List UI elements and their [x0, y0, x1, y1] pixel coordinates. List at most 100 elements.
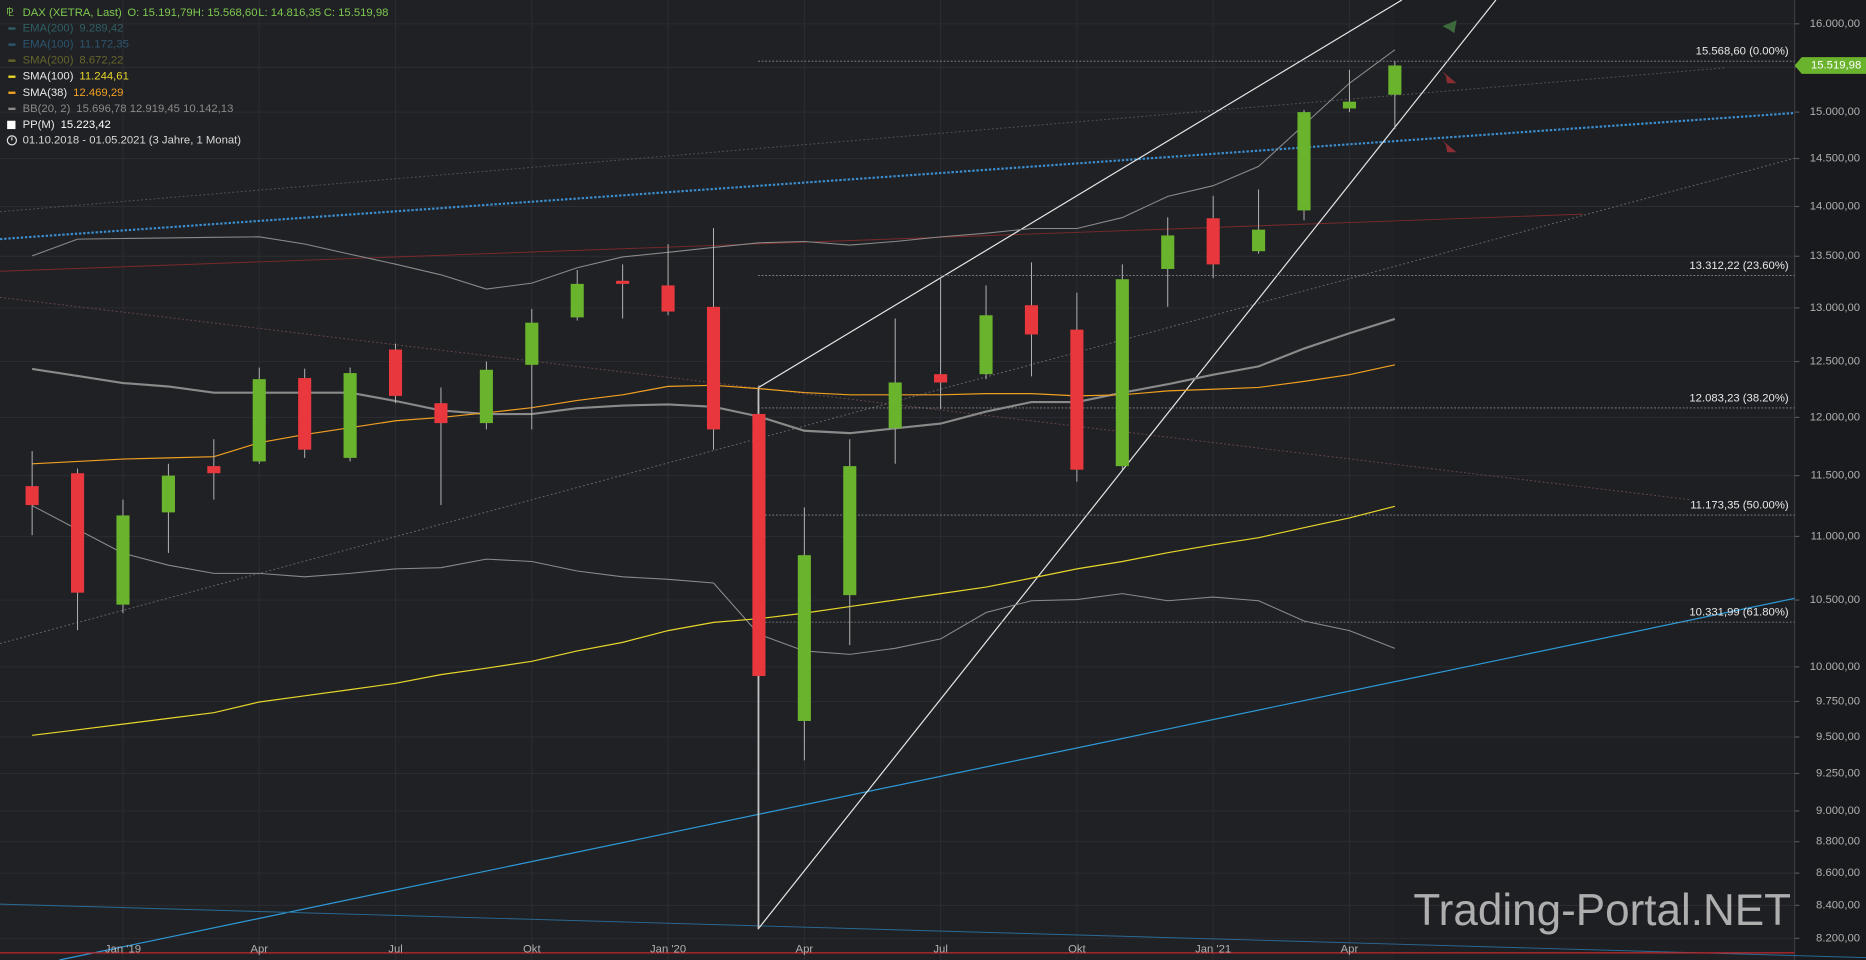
axes: 16.000,0015.500,0015.000,0014.500,0014.0…: [105, 18, 1866, 955]
y-tick-label: 11.500,00: [1811, 470, 1860, 482]
legend-name: EMA(200): [23, 23, 74, 35]
candle-body: [1115, 279, 1129, 467]
candle-body: [570, 283, 584, 318]
y-tick-label: 11.000,00: [1811, 530, 1860, 542]
x-tick-label: Apr: [1341, 943, 1359, 955]
candle-body: [525, 322, 539, 365]
y-tick-label: 10.000,00: [1810, 661, 1860, 673]
legend-swatch: [7, 120, 16, 130]
y-tick-label: 9.000,00: [1816, 805, 1860, 817]
trend-line: [59, 597, 1795, 960]
clock-icon: [6, 135, 18, 146]
legend-name: SMA(200): [23, 55, 74, 67]
y-tick-label: 12.500,00: [1810, 356, 1860, 368]
candle-body: [343, 373, 357, 458]
x-tick-label: Apr: [250, 943, 268, 955]
legend-name: BB(20, 2): [23, 103, 71, 115]
trend-line: [0, 903, 1866, 959]
trend-line: [0, 296, 1690, 501]
x-tick-label: Jan '20: [650, 943, 686, 955]
candle-body: [252, 379, 266, 462]
legend-value: 12.469,29: [73, 87, 123, 99]
y-tick-label: 14.500,00: [1810, 152, 1860, 164]
candle-body: [298, 378, 312, 450]
indicator-line: [32, 505, 1396, 736]
grid: [0, 0, 1795, 960]
y-tick-label: 10.500,00: [1810, 594, 1860, 606]
legend-value: 8.672,22: [79, 55, 123, 67]
candles: [25, 61, 1402, 929]
ohlc-close: C: 15.519,98: [324, 7, 389, 19]
candle-body: [1297, 112, 1311, 211]
x-tick-label: Jul: [388, 943, 402, 955]
x-tick-label: Jul: [933, 943, 947, 955]
y-tick-label: 8.600,00: [1816, 867, 1860, 879]
history-area: [0, 0, 1395, 960]
candle-body: [843, 466, 857, 596]
ohlc-high: H: 15.568,60: [193, 7, 258, 19]
x-tick-label: Okt: [1068, 943, 1086, 955]
legend-value: 11.172,35: [79, 39, 128, 51]
y-tick-label: 15.000,00: [1810, 106, 1860, 118]
ohlc-open: O: 15.191,79: [127, 7, 192, 19]
y-tick-label: 8.800,00: [1816, 836, 1860, 848]
fib-label: 13.312,22 (23.60%): [1689, 260, 1788, 272]
x-tick-label: Apr: [796, 943, 814, 955]
legend-name: SMA(38): [23, 87, 68, 99]
fib-label: 15.568,60 (0.00%): [1696, 46, 1789, 58]
candle-body: [797, 555, 811, 721]
legend-value: 15.223,42: [61, 119, 111, 131]
legend-name: EMA(100): [23, 39, 74, 51]
fib-label: 10.331,99 (61.80%): [1689, 607, 1788, 619]
bb-lower: [31, 505, 1396, 655]
candle-body: [1024, 305, 1039, 335]
price-axis-area: [1794, 0, 1866, 960]
candle-body: [1070, 329, 1084, 470]
y-tick-label: 13.000,00: [1810, 302, 1860, 314]
legend-value: 9.289,42: [79, 23, 123, 35]
range-info: 01.10.2018 - 01.05.2021 (3 Jahre, 1 Mona…: [6, 134, 242, 146]
candle-body: [434, 403, 448, 424]
candle-body: [1206, 218, 1220, 265]
last-price-label: 15.519,98: [1811, 59, 1861, 71]
candle-body: [25, 486, 39, 506]
legend-name: PP(M): [23, 119, 55, 131]
y-tick-label: 16.000,00: [1810, 18, 1860, 30]
icon: ⅊: [6, 7, 14, 19]
date-range: 01.10.2018 - 01.05.2021: [23, 134, 146, 146]
y-tick-label: 14.000,00: [1810, 200, 1860, 212]
fib-label: 11.173,35 (50.00%): [1690, 500, 1789, 512]
candle-body: [116, 515, 130, 605]
candle-body: [207, 466, 221, 474]
candle-body: [1342, 101, 1356, 109]
fib-levels: 15.568,60 (0.00%) 13.312,22 (23.60%) 12.08…: [758, 46, 1795, 623]
symbol: DAX (XETRA, Last): [23, 7, 122, 19]
candle-body: [934, 374, 948, 383]
candle-body: [1161, 235, 1175, 269]
candle-body: [661, 285, 675, 312]
y-tick-label: 9.500,00: [1816, 731, 1860, 743]
legend-value: 15.696,78 12.919,45 10.142,13: [76, 103, 233, 115]
legend: EMA(200) 9.289,42 EMA(100) 11.172,35 SMA(200…: [7, 23, 233, 131]
y-tick-label: 13.500,00: [1810, 250, 1860, 262]
fib-label: 12.083,23 (38.20%): [1689, 392, 1788, 404]
candle-body: [388, 349, 403, 396]
channel-line: [757, 0, 1403, 389]
last-price-tag: [1794, 57, 1866, 74]
header: ⅊ DAX (XETRA, Last) O: 15.191,79 H: 15.5…: [6, 7, 388, 19]
legend-value: 11.244,61: [79, 71, 128, 83]
candle-body: [706, 306, 721, 430]
y-tick-label: 8.200,00: [1816, 932, 1860, 944]
date-span: (3 Jahre, 1 Monat): [149, 134, 242, 146]
y-tick-label: 12.000,00: [1810, 411, 1860, 423]
candle-body: [71, 473, 85, 593]
x-tick-label: Jan '21: [1195, 943, 1231, 955]
candle-body: [888, 382, 902, 429]
ohlc-low: L: 14.816,35: [258, 7, 321, 19]
y-tick-label: 9.750,00: [1816, 695, 1860, 707]
y-tick-label: 8.400,00: [1816, 899, 1860, 911]
legend-name: SMA(100): [23, 71, 74, 83]
